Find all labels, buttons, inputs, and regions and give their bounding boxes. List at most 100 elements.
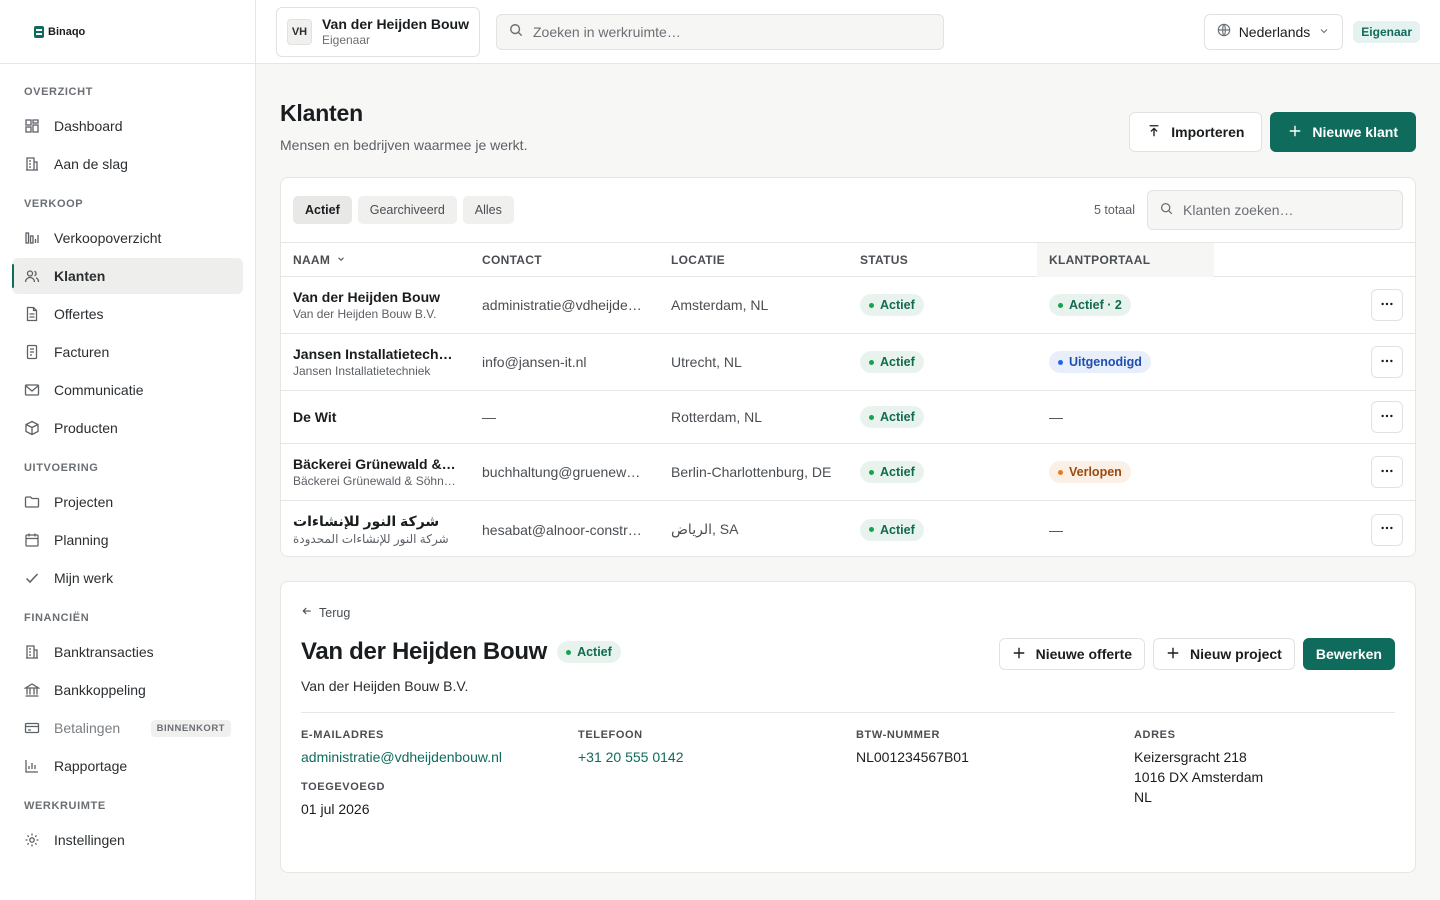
table-row[interactable]: شركة النور للإنشاءات شركة النور للإنشاءا… <box>281 501 1415 556</box>
upload-icon <box>1147 124 1161 141</box>
status-label: Actief <box>880 465 915 479</box>
brand-logo[interactable]: Binaqo <box>34 25 85 38</box>
sidebar-item-banktransacties[interactable]: Banktransacties <box>12 634 243 670</box>
page-actions: Importeren Nieuwe klant <box>1129 112 1416 152</box>
table-row[interactable]: Van der Heijden Bouw Van der Heijden Bou… <box>281 277 1415 334</box>
row-more-button[interactable] <box>1371 346 1403 378</box>
language-label: Nederlands <box>1238 23 1311 40</box>
row-more-button[interactable] <box>1371 289 1403 321</box>
new-project-button[interactable]: Nieuw project <box>1153 638 1295 670</box>
sidebar-item-projecten[interactable]: Projecten <box>12 484 243 520</box>
filter-tab-archived[interactable]: Gearchiveerd <box>357 196 457 224</box>
sidebar-item-producten[interactable]: Producten <box>12 410 243 446</box>
filter-tab-active[interactable]: Actief <box>293 196 352 224</box>
new-quote-label: Nieuwe offerte <box>1035 646 1133 662</box>
cell-actions <box>1214 513 1415 546</box>
sidebar-item-verkoopoverzicht[interactable]: Verkoopoverzicht <box>12 220 243 256</box>
sidebar-item-facturen[interactable]: Facturen <box>12 334 243 370</box>
check-icon <box>24 570 40 586</box>
cell-contact: administratie@vdheijdenbouw.nl <box>470 297 659 313</box>
sidebar-item-communicatie[interactable]: Communicatie <box>12 372 243 408</box>
row-more-button[interactable] <box>1371 401 1403 433</box>
new-quote-button[interactable]: Nieuwe offerte <box>998 638 1146 670</box>
client-name[interactable]: De Wit <box>293 409 337 425</box>
nav-section: VERKOOP Verkoopoverzicht Klanten Offertes Fa… <box>12 196 243 446</box>
status-label: Actief <box>880 355 915 369</box>
logo-mark-icon <box>34 25 44 38</box>
detail-subtitle: Van der Heijden Bouw B.V. <box>301 678 469 694</box>
row-more-button[interactable] <box>1371 513 1403 546</box>
nav-section: UITVOERING Projecten Planning Mijn werk <box>12 460 243 596</box>
client-search-placeholder: Klanten zoeken… <box>1183 202 1294 218</box>
new-client-button[interactable]: Nieuwe klant <box>1270 112 1416 152</box>
cell-name: Van der Heijden Bouw Van der Heijden Bou… <box>281 289 470 321</box>
table-row[interactable]: Bäckerei Grünewald & Söhne Bäckerei Grün… <box>281 444 1415 501</box>
client-name[interactable]: Bäckerei Grünewald & Söhne <box>293 456 458 472</box>
sidebar-item-label: Projecten <box>54 494 114 510</box>
field-email-label: E-MAILADRES <box>301 729 384 741</box>
page-header: Klanten Mensen en bedrijven waarmee je w… <box>280 88 1416 153</box>
plus-icon <box>1288 124 1302 141</box>
clients-table-card: Actief Gearchiveerd Alles 5 totaal Klant… <box>280 177 1416 557</box>
sidebar-item-label: Aan de slag <box>54 156 128 172</box>
workspace-name: Van der Heijden Bouw <box>321 15 469 32</box>
nav-section-title: WERKRUIMTE <box>24 800 106 812</box>
client-name[interactable]: شركة النور للإنشاءات <box>293 513 440 529</box>
total-count: 5 totaal <box>1093 203 1135 217</box>
field-email-link[interactable]: administratie@vdheijdenbouw.nl <box>301 749 502 765</box>
row-more-button[interactable] <box>1371 456 1403 488</box>
status-label: Actief <box>880 522 915 537</box>
sidebar-item-bankkoppeling[interactable]: Bankkoppeling <box>12 672 243 708</box>
page-title: Klanten <box>280 100 363 126</box>
sidebar-item-aan-de-slag[interactable]: Aan de slag <box>12 146 243 182</box>
column-header-location: LOCATIE <box>671 252 725 267</box>
field-address-line1: Keizersgracht 218 <box>1134 749 1247 765</box>
field-address: ADRES Keizersgracht 218 1016 DX Amsterda… <box>1134 729 1395 807</box>
client-name[interactable]: Van der Heijden Bouw <box>293 289 441 305</box>
table-row[interactable]: Jansen Installatietechniek Jansen Instal… <box>281 334 1415 391</box>
topbar-right: Nederlands Eigenaar <box>1203 13 1420 50</box>
client-search-input[interactable]: Klanten zoeken… <box>1147 190 1403 230</box>
sidebar-item-dashboard[interactable]: Dashboard <box>12 108 243 144</box>
workspace-switcher[interactable]: VH Van der Heijden Bouw Eigenaar <box>276 6 480 57</box>
filter-tab-all[interactable]: Alles <box>462 196 514 224</box>
field-phone-link[interactable]: +31 20 555 0142 <box>578 749 684 765</box>
plus-icon <box>1166 646 1180 663</box>
status-dot-icon <box>869 469 874 475</box>
mail-icon <box>24 382 40 398</box>
table-row[interactable]: De Wit — Rotterdam, NL Actief — <box>281 391 1415 444</box>
sidebar-nav: OVERZICHT Dashboard Aan de slag VERKOOP Verk… <box>0 64 255 892</box>
sidebar-item-planning[interactable]: Planning <box>12 522 243 558</box>
client-name[interactable]: Jansen Installatietechniek <box>293 346 458 362</box>
back-link[interactable]: Terug <box>301 605 350 620</box>
status-label: Actief <box>880 298 915 312</box>
status-dot-icon <box>566 649 572 655</box>
sidebar-item-betalingen[interactable]: Betalingen BINNENKORT <box>12 710 243 746</box>
sidebar-item-offertes[interactable]: Offertes <box>12 296 243 332</box>
sidebar-item-label: Instellingen <box>54 832 125 848</box>
cell-portal: Uitgenodigd <box>1037 351 1214 373</box>
sidebar-item-rapportage[interactable]: Rapportage <box>12 748 243 784</box>
import-button[interactable]: Importeren <box>1129 112 1263 152</box>
nav-section: WERKRUIMTE Instellingen <box>12 798 243 858</box>
new-project-label: Nieuw project <box>1190 646 1282 662</box>
table-toolbar: Actief Gearchiveerd Alles 5 totaal Klant… <box>281 178 1415 243</box>
client-location: Berlin-Charlottenburg, DE <box>671 464 832 480</box>
sidebar-item-label: Offertes <box>54 306 104 322</box>
sidebar-item-klanten[interactable]: Klanten <box>12 258 243 294</box>
status-dot-icon <box>1058 302 1063 308</box>
field-added: TOEGEVOEGD 01 jul 2026 <box>301 781 578 825</box>
sidebar-item-mijn-werk[interactable]: Mijn werk <box>12 560 243 596</box>
coming-soon-badge: BINNENKORT <box>150 719 231 737</box>
column-header-name[interactable]: NAAM <box>281 253 470 267</box>
sidebar-item-instellingen[interactable]: Instellingen <box>12 822 243 858</box>
workspace-search-input[interactable]: Zoeken in werkruimte… <box>496 13 944 50</box>
nav-section-title: VERKOOP <box>24 198 84 210</box>
more-horizontal-icon <box>1380 297 1394 314</box>
language-select[interactable]: Nederlands <box>1203 13 1344 50</box>
edit-button[interactable]: Bewerken <box>1302 638 1395 670</box>
field-vat: BTW-NUMMER NL001234567B01 <box>856 729 1134 807</box>
cell-portal: — <box>1037 522 1214 538</box>
client-legal-name: شركة النور للإنشاءات المحدودة <box>293 532 449 546</box>
